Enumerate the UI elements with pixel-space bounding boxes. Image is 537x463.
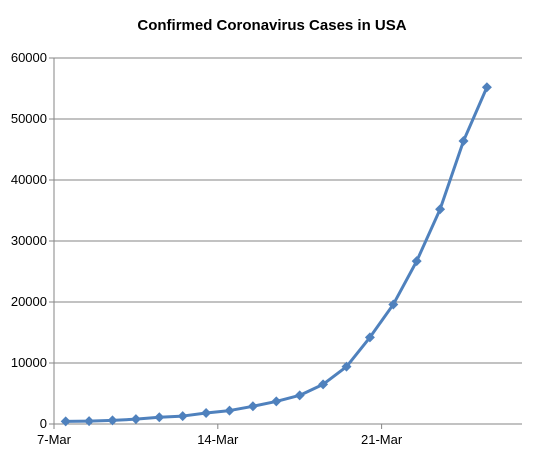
y-tick-label: 0 bbox=[40, 416, 47, 431]
data-point bbox=[411, 256, 422, 267]
series-group bbox=[60, 82, 492, 427]
series-line bbox=[65, 86, 489, 423]
data-point bbox=[224, 405, 235, 416]
data-point bbox=[318, 379, 329, 390]
x-tick-label: 7-Mar bbox=[37, 432, 72, 447]
y-tick-label: 40000 bbox=[11, 172, 47, 187]
data-point bbox=[271, 396, 282, 407]
x-tick-label: 21-Mar bbox=[361, 432, 403, 447]
y-tick-label: 50000 bbox=[11, 111, 47, 126]
data-point bbox=[177, 411, 188, 422]
data-point bbox=[435, 204, 446, 215]
data-point bbox=[107, 415, 118, 426]
data-point bbox=[84, 416, 95, 427]
data-point bbox=[154, 412, 165, 423]
y-axis-ticks: 0 10000 20000 30000 40000 50000 60000 bbox=[11, 50, 54, 431]
data-point bbox=[481, 82, 492, 93]
x-tick-label: 14-Mar bbox=[197, 432, 239, 447]
y-tick-label: 30000 bbox=[11, 233, 47, 248]
x-axis-ticks: 7-Mar 14-Mar 21-Mar bbox=[37, 424, 403, 447]
data-point bbox=[294, 390, 305, 401]
data-point bbox=[341, 361, 352, 372]
data-point bbox=[60, 416, 71, 427]
y-tick-label: 60000 bbox=[11, 50, 47, 65]
data-point bbox=[458, 135, 469, 146]
data-point bbox=[388, 299, 399, 310]
data-point bbox=[130, 414, 141, 425]
y-tick-label: 10000 bbox=[11, 355, 47, 370]
data-point bbox=[201, 408, 212, 419]
grid-lines bbox=[53, 57, 522, 425]
chart-title: Confirmed Coronavirus Cases in USA bbox=[137, 17, 406, 34]
data-point bbox=[364, 332, 375, 343]
y-tick-label: 20000 bbox=[11, 294, 47, 309]
data-point bbox=[247, 401, 258, 412]
